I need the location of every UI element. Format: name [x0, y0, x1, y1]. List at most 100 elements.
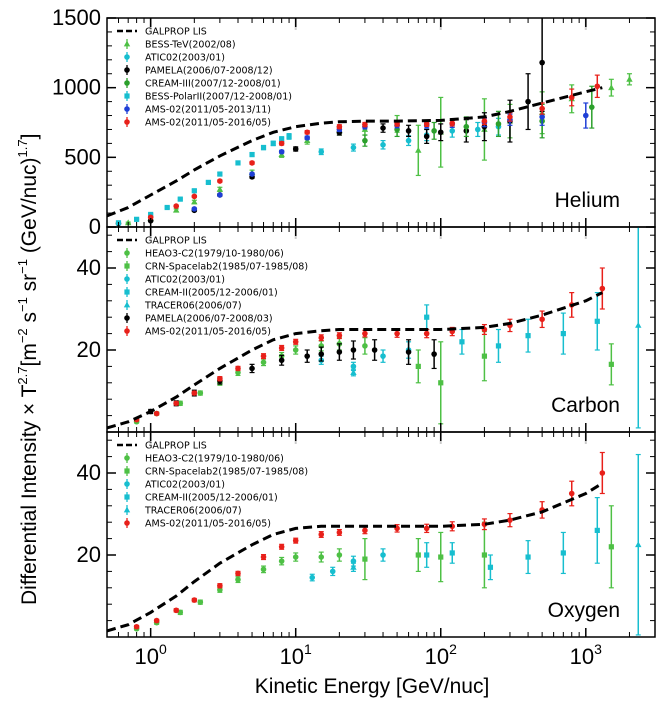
legend-label: CRN-Spacelab2(1985/07-1985/08) — [145, 262, 308, 273]
data-point — [292, 339, 299, 345]
legend-entry-2: CRN-Spacelab2(1985/07-1985/08) — [124, 261, 308, 273]
legend-label: ATIC02(2003/01) — [145, 275, 225, 286]
model-line-galprop — [107, 482, 604, 633]
data-point — [173, 607, 180, 614]
data-point — [438, 554, 444, 560]
data-point — [362, 556, 368, 562]
data-point — [350, 144, 357, 151]
data-point — [197, 599, 204, 605]
data-point — [286, 133, 292, 140]
panel-carbon: 20 40 Carbon GALPROP LIS HEAO3-C2(1979/10-19… — [77, 226, 656, 433]
data-point — [270, 140, 276, 146]
data-point — [235, 576, 241, 583]
data-point — [292, 146, 299, 152]
legend-marker-sample — [124, 119, 130, 125]
x-tick-label: 101 — [280, 641, 312, 669]
data-point — [164, 204, 170, 211]
data-point — [495, 121, 502, 127]
data-point — [292, 537, 299, 544]
ylabel-exp2: −2 — [15, 328, 30, 343]
data-point — [260, 566, 267, 573]
legend-entry-3: PAMELA(2006/07-2008/12) — [124, 65, 273, 77]
legend-marker-sample — [124, 54, 130, 60]
legend-entry-6: PAMELA(2006/07-2008/03) — [124, 313, 273, 325]
data-point — [608, 84, 615, 91]
legend-entry-1: HEAO3-C2(1979/10-1980/06) — [124, 248, 284, 260]
data-point — [260, 554, 267, 560]
y-tick-label: 500 — [64, 144, 101, 169]
data-point — [260, 144, 267, 151]
legend-entry-6: AMS-02(2011/05-2013/11) — [124, 104, 271, 116]
legend-entry-4: CREAM-III(2007/12-2008/01) — [124, 78, 281, 90]
data-point — [362, 527, 368, 534]
data-point — [568, 490, 575, 497]
legend-entry-1: HEAO3-C2(1979/10-1980/06) — [124, 453, 284, 465]
legend-label: GALPROP LIS — [145, 27, 207, 38]
data-point — [481, 118, 488, 124]
legend-entry-1: BESS-TeV(2002/08) — [123, 39, 236, 51]
data-point — [568, 94, 575, 101]
legend-entry-0: GALPROP LIS — [117, 27, 207, 38]
panel-label-carbon: Carbon — [551, 394, 620, 417]
data-point — [260, 359, 267, 366]
legend-entry-2: ATIC02(2003/01) — [124, 52, 225, 64]
data-point — [216, 185, 224, 192]
data-point — [437, 129, 444, 136]
data-point — [635, 541, 642, 548]
legend-entry-2: CRN-Spacelab2(1985/07-1985/08) — [124, 466, 308, 478]
data-point — [134, 216, 140, 222]
data-point — [336, 552, 343, 558]
legend-entry-5: TRACER06(2006/07) — [123, 300, 242, 312]
legend-label: TRACER06(2006/07) — [144, 506, 242, 517]
series-0 — [133, 548, 343, 632]
legend-label: GALPROP LIS — [145, 441, 207, 452]
data-point — [278, 558, 285, 564]
legend-marker-sample — [124, 289, 130, 295]
data-point — [205, 179, 211, 186]
data-point — [133, 623, 140, 630]
legend-label: CREAM-II(2005/12-2006/01) — [145, 493, 278, 504]
data-point — [235, 369, 241, 376]
data-point — [626, 75, 633, 82]
panel-oxygen: 20 40 Oxygen GALPROP LIS HEAO3-C2(1979/10-19… — [77, 431, 656, 638]
data-point — [217, 192, 223, 198]
legend-marker-sample — [124, 250, 130, 256]
legend-marker-sample — [124, 494, 130, 500]
data-point — [362, 121, 368, 128]
data-point — [362, 343, 368, 349]
model-line-galprop — [107, 291, 603, 430]
legend-marker-sample — [124, 315, 130, 321]
data-point — [350, 563, 357, 570]
data-point — [525, 98, 531, 105]
data-point — [405, 349, 412, 355]
data-point — [449, 550, 455, 556]
data-point — [177, 400, 184, 407]
data-point — [608, 361, 614, 367]
y-tick-label: 1000 — [52, 75, 101, 100]
data-point — [415, 363, 421, 369]
data-point — [594, 83, 601, 90]
data-area — [107, 227, 642, 430]
data-point — [191, 198, 198, 205]
data-point — [380, 353, 386, 359]
data-point — [191, 206, 198, 212]
legend-entry-5: TRACER06(2006/07) — [123, 505, 242, 517]
legend-entry-4: CREAM-II(2005/12-2006/01) — [124, 492, 278, 504]
series-2 — [309, 548, 386, 582]
legend: GALPROP LIS BESS-TeV(2002/08) ATIC02(2003/… — [117, 27, 292, 129]
legend-label: ATIC02(2003/01) — [145, 53, 225, 64]
data-point — [191, 193, 198, 200]
data-point — [217, 178, 223, 184]
data-point — [217, 375, 223, 382]
legend-marker-sample — [124, 481, 130, 487]
data-point — [191, 188, 197, 194]
data-point — [539, 105, 545, 112]
data-point — [459, 339, 465, 345]
legend-label: CREAM-II(2005/12-2006/01) — [145, 288, 278, 299]
data-point — [599, 470, 606, 476]
data-point — [318, 531, 325, 538]
data-point — [249, 171, 255, 177]
data-point — [560, 550, 566, 556]
x-tick-base: 10 — [425, 644, 449, 669]
legend-label: BESS-TeV(2002/08) — [145, 40, 236, 51]
